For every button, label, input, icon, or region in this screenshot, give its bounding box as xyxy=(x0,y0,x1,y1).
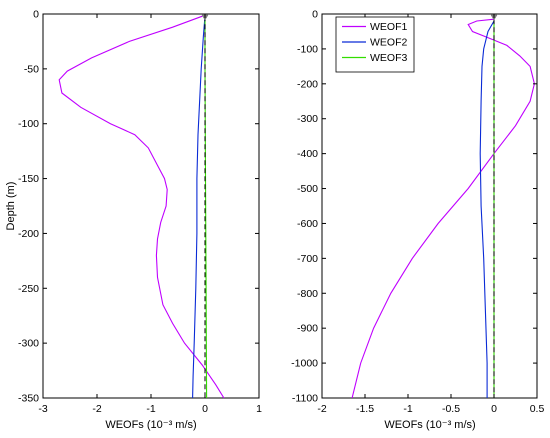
series-line-weof1 xyxy=(58,15,225,399)
y-tick-label: -800 xyxy=(297,288,318,300)
y-tick-label: -500 xyxy=(297,183,318,195)
y-tick-label: -100 xyxy=(297,43,318,55)
y-tick-label: -1100 xyxy=(292,393,318,405)
y-tick-label: -50 xyxy=(24,63,39,75)
y-tick-label: -1000 xyxy=(291,358,318,370)
right-panel: -2 -1.5 -1 -0.5 0 0.5 0 -100 -200 -300 -400 -500 -60… xyxy=(291,9,544,432)
right-tick-layer: -2 -1.5 -1 -0.5 0 0.5 0 -100 -200 -300 -400 -500 -60… xyxy=(291,9,544,416)
x-tick-label: -1.5 xyxy=(356,403,374,415)
left-tick-layer: -3 -2 -1 0 1 0 -50 -100 -150 -200 -250 -300 -350 xyxy=(18,9,262,416)
y-tick-label: -100 xyxy=(18,118,39,130)
y-tick-label: -300 xyxy=(297,113,318,125)
y-tick-label: -250 xyxy=(18,283,39,295)
x-tick-label: -1 xyxy=(146,403,155,415)
y-tick-label: -150 xyxy=(18,173,39,185)
x-tick-label: 0 xyxy=(491,403,497,415)
left-panel: -3 -2 -1 0 1 0 -50 -100 -150 -200 -250 -300 -350 WEO… xyxy=(5,9,262,432)
x-tick-label: -1 xyxy=(403,403,412,415)
y-tick-label: -600 xyxy=(297,218,318,230)
y-tick-label: -300 xyxy=(18,338,39,350)
series-line-weof2 xyxy=(192,16,206,399)
legend-label: WEOF3 xyxy=(370,52,407,64)
x-tick-label: 0 xyxy=(202,403,208,415)
x-tick-label: -2 xyxy=(317,403,326,415)
y-tick-label: 0 xyxy=(33,9,39,21)
series-line-weof2 xyxy=(479,20,495,398)
y-tick-label: 0 xyxy=(312,9,318,21)
legend-label: WEOF1 xyxy=(370,21,407,33)
x-tick-label: 0.5 xyxy=(530,403,545,415)
y-tick-label: -200 xyxy=(297,78,318,90)
x-tick-label: -2 xyxy=(92,403,101,415)
x-tick-label: 1 xyxy=(256,403,262,415)
y-tick-label: -700 xyxy=(297,253,318,265)
x-tick-label: -3 xyxy=(38,403,47,415)
left-series-layer xyxy=(58,14,225,399)
left-plot-frame xyxy=(42,13,260,399)
right-plot-frame xyxy=(321,13,538,399)
left-x-axis-label: WEOFs (10⁻³ m/s) xyxy=(105,419,196,431)
y-tick-label: -900 xyxy=(297,323,318,335)
legend-items: WEOF1 WEOF2 WEOF3 xyxy=(342,21,407,64)
x-tick-label: -0.5 xyxy=(442,403,460,415)
y-tick-label: -350 xyxy=(18,393,39,405)
y-tick-label: -200 xyxy=(18,228,39,240)
legend: WEOF1 WEOF2 WEOF3 xyxy=(335,16,415,73)
right-series-layer xyxy=(351,14,535,399)
right-x-axis-label: WEOFs (10⁻³ m/s) xyxy=(384,419,475,431)
left-y-axis-label: Depth (m) xyxy=(5,182,17,231)
legend-label: WEOF2 xyxy=(370,37,407,49)
y-tick-label: -400 xyxy=(297,148,318,160)
series-line-weof1 xyxy=(351,18,535,399)
